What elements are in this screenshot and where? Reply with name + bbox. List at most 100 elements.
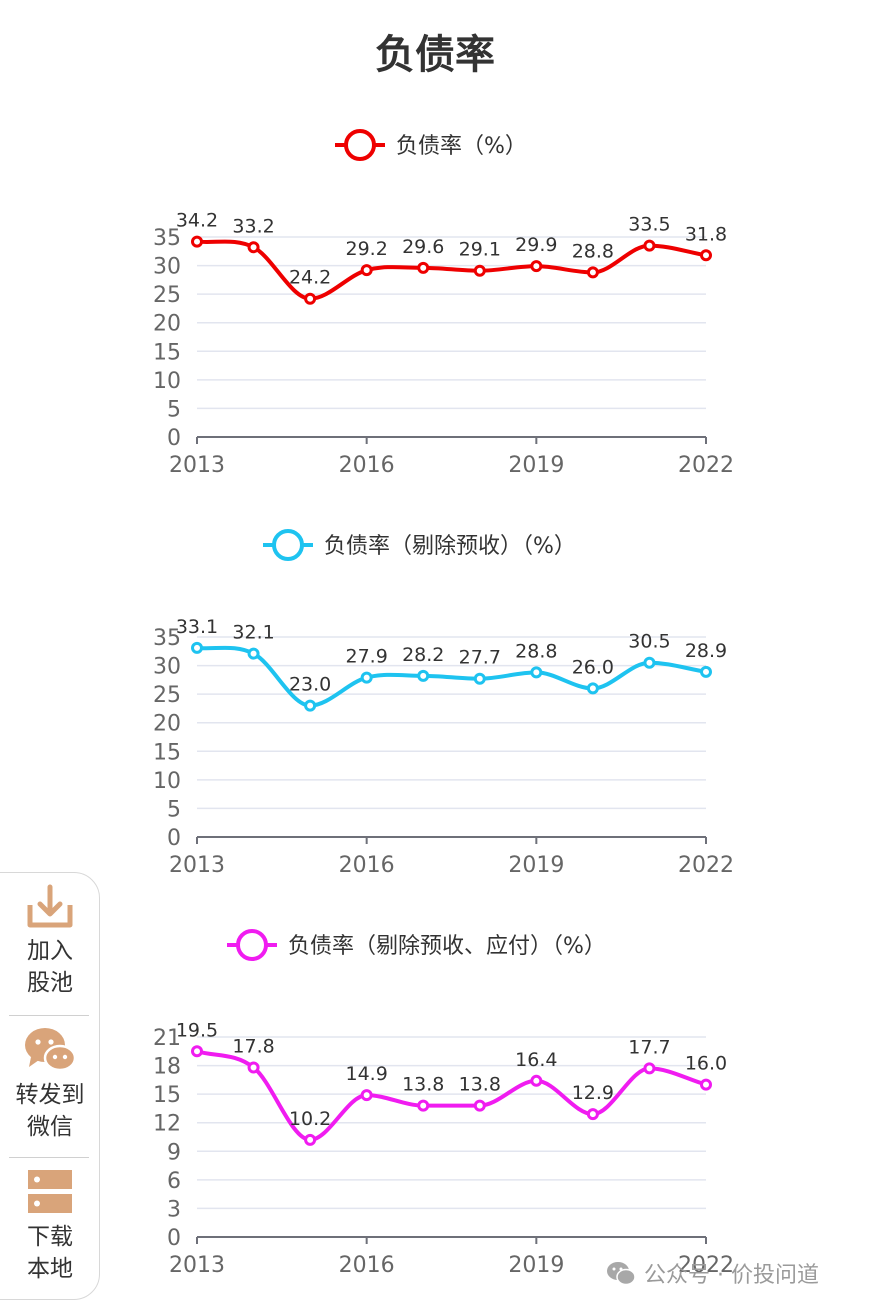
watermark-text: 公众号 · 价投问道 <box>644 1263 819 1288</box>
y-tick-label: 30 <box>153 655 181 680</box>
y-tick-label: 18 <box>153 1055 181 1080</box>
data-point <box>304 699 317 712</box>
data-label: 29.2 <box>346 238 388 260</box>
data-label: 28.2 <box>402 644 444 666</box>
x-tick-label: 2013 <box>169 1253 225 1278</box>
y-tick-label: 9 <box>167 1140 181 1165</box>
data-label: 34.2 <box>176 210 218 232</box>
y-tick-label: 21 <box>153 1026 181 1051</box>
data-point <box>473 1099 486 1112</box>
x-tick-label: 2019 <box>508 453 564 478</box>
share-wechat-label-2: 微信 <box>27 1114 73 1140</box>
data-point <box>643 239 656 252</box>
page-title: 负债率 <box>375 32 495 78</box>
data-point <box>360 1089 373 1102</box>
data-label: 14.9 <box>346 1063 388 1085</box>
data-point <box>417 261 430 274</box>
series-line <box>196 1049 707 1142</box>
x-tick-label: 2019 <box>508 853 564 878</box>
download-tray-icon <box>27 884 73 928</box>
add-to-pool-label-2: 股池 <box>27 970 73 996</box>
data-point <box>473 264 486 277</box>
data-point <box>247 1061 260 1074</box>
x-tick-label: 2022 <box>678 853 734 878</box>
x-tick-label: 2016 <box>339 453 395 478</box>
data-point <box>643 1062 656 1075</box>
data-label: 19.5 <box>176 1019 218 1041</box>
data-label: 28.8 <box>515 640 557 662</box>
y-tick-label: 0 <box>167 426 181 451</box>
data-label: 28.8 <box>572 240 614 262</box>
y-tick-label: 25 <box>153 683 181 708</box>
data-point <box>643 656 656 669</box>
data-label: 13.8 <box>402 1074 444 1096</box>
data-point <box>191 1045 203 1058</box>
data-point <box>700 249 712 262</box>
data-point <box>700 1078 712 1091</box>
y-tick-label: 35 <box>153 226 181 251</box>
series-line <box>196 645 707 708</box>
download-local-button[interactable]: 下载 本地 <box>1 1167 99 1285</box>
wechat-icon <box>25 1028 77 1072</box>
x-tick-label: 2016 <box>339 853 395 878</box>
legend-label: 负债率（%） <box>396 134 527 159</box>
data-label: 23.0 <box>289 674 331 696</box>
data-label: 10.2 <box>289 1108 331 1130</box>
y-tick-label: 10 <box>153 369 181 394</box>
side-divider <box>9 1015 89 1016</box>
data-point <box>304 292 317 305</box>
data-label: 13.8 <box>459 1074 501 1096</box>
data-label: 30.5 <box>628 631 670 653</box>
x-tick-label: 2022 <box>678 453 734 478</box>
data-label: 28.9 <box>685 640 727 662</box>
data-label: 33.2 <box>232 215 274 237</box>
storage-icon <box>28 1170 72 1213</box>
data-point <box>247 647 260 660</box>
legend-marker <box>236 929 268 961</box>
data-point <box>586 682 599 695</box>
legend-label: 负债率（剔除预收）（%） <box>324 534 576 559</box>
y-tick-label: 3 <box>167 1197 181 1222</box>
x-tick-label: 2022 <box>678 1253 734 1278</box>
y-tick-label: 0 <box>167 1226 181 1251</box>
watermark: 公众号 · 价投问道 <box>606 1256 819 1290</box>
share-wechat-button[interactable]: 转发到 微信 <box>1 1025 99 1143</box>
y-tick-label: 15 <box>153 1083 181 1108</box>
data-label: 29.6 <box>402 236 444 258</box>
data-label: 32.1 <box>232 622 274 644</box>
y-tick-label: 12 <box>153 1112 181 1137</box>
legend-label: 负债率（剔除预收、应付）（%） <box>288 934 606 959</box>
data-point <box>191 235 203 248</box>
add-to-pool-button[interactable]: 加入 股池 <box>1 883 99 999</box>
x-tick-label: 2013 <box>169 853 225 878</box>
data-label: 29.9 <box>515 234 557 256</box>
y-tick-label: 6 <box>167 1169 181 1194</box>
y-tick-label: 5 <box>167 397 181 422</box>
y-tick-label: 0 <box>167 826 181 851</box>
data-label: 16.0 <box>685 1053 727 1075</box>
data-point <box>700 665 712 678</box>
data-point <box>473 672 486 685</box>
data-point <box>530 260 543 273</box>
download-local-label-2: 本地 <box>27 1256 73 1282</box>
series-line <box>196 239 707 301</box>
y-tick-label: 10 <box>153 769 181 794</box>
data-point <box>191 641 203 654</box>
y-tick-label: 25 <box>153 283 181 308</box>
data-label: 12.9 <box>572 1082 614 1104</box>
data-point <box>360 671 373 684</box>
x-tick-label: 2016 <box>339 1253 395 1278</box>
add-to-pool-label-1: 加入 <box>27 938 73 964</box>
data-label: 29.1 <box>459 239 501 261</box>
data-label: 16.4 <box>515 1049 557 1071</box>
side-divider <box>9 1157 89 1158</box>
legend-marker <box>344 129 376 161</box>
x-tick-label: 2019 <box>508 1253 564 1278</box>
y-tick-label: 20 <box>153 312 181 337</box>
y-tick-label: 35 <box>153 626 181 651</box>
y-tick-label: 15 <box>153 740 181 765</box>
y-tick-label: 30 <box>153 255 181 280</box>
data-point <box>304 1133 317 1146</box>
y-tick-label: 20 <box>153 712 181 737</box>
